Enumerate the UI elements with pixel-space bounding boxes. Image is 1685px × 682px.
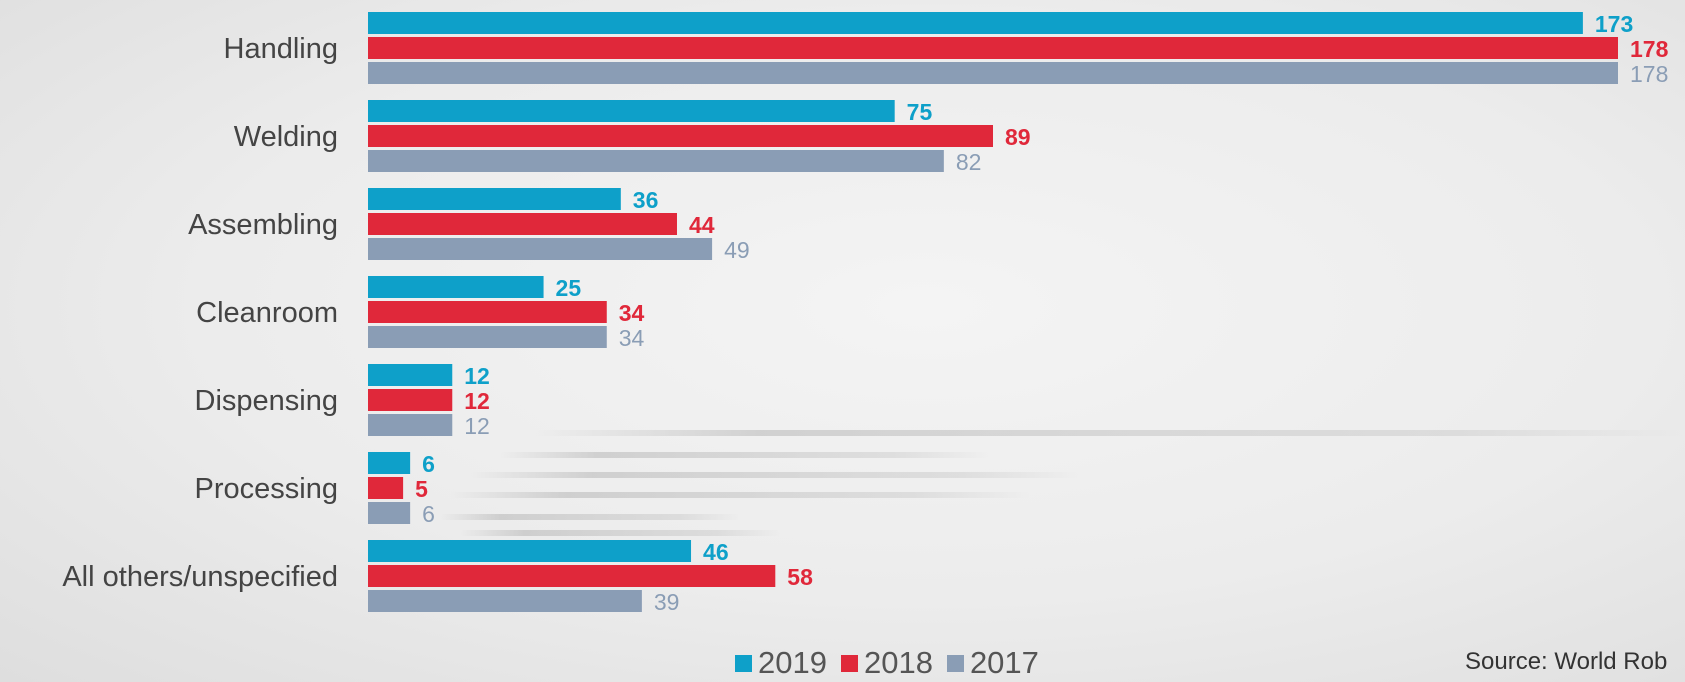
- bar-2019: [368, 276, 544, 298]
- legend-swatch-2017: [946, 654, 964, 672]
- bar-2018: [368, 37, 1618, 59]
- bar-2019: [368, 12, 1583, 34]
- value-label-2017: 12: [464, 413, 490, 439]
- value-label-2017: 49: [724, 237, 750, 263]
- bar-2017: [368, 326, 607, 348]
- category-label: All others/unspecified: [62, 561, 338, 593]
- category-label: Cleanroom: [196, 297, 338, 329]
- value-label-2017: 34: [619, 325, 645, 351]
- bar-2017: [368, 414, 453, 436]
- value-labels: 1731781787589823644492534341212126564658…: [415, 11, 1668, 615]
- value-label-2018: 89: [1005, 124, 1031, 150]
- category-label: Welding: [234, 121, 338, 153]
- category-labels: Handling Welding Assembling Cleanroom Dispen…: [62, 33, 338, 593]
- bar-2019: [368, 452, 411, 474]
- bar-2018: [368, 125, 993, 147]
- legend-item-2019: 2019: [735, 645, 827, 681]
- value-label-2017: 82: [956, 149, 982, 175]
- chart-legend: 2019 2018 2017: [735, 645, 1053, 681]
- bar-2017: [368, 590, 642, 612]
- value-label-2017: 178: [1630, 61, 1668, 87]
- bar-2018: [368, 213, 677, 235]
- value-label-2019: 36: [633, 187, 659, 213]
- bar-2019: [368, 540, 692, 562]
- bar-2017: [368, 502, 411, 524]
- bar-2017: [368, 238, 713, 260]
- value-label-2018: 34: [619, 300, 645, 326]
- category-label: Handling: [224, 33, 338, 65]
- value-label-2017: 39: [654, 589, 680, 615]
- bar-2019: [368, 188, 621, 210]
- value-label-2019: 75: [907, 99, 933, 125]
- category-label: Assembling: [188, 209, 338, 241]
- value-label-2019: 173: [1595, 11, 1633, 37]
- source-note: Source: World Rob: [1465, 648, 1668, 675]
- legend-swatch-2019: [735, 654, 752, 672]
- legend-label-2018: 2018: [863, 645, 933, 680]
- value-label-2018: 58: [787, 564, 813, 590]
- value-label-2018: 178: [1630, 36, 1669, 62]
- value-label-2018: 12: [464, 388, 490, 414]
- value-label-2018: 5: [415, 476, 428, 502]
- legend-label-2019: 2019: [758, 645, 827, 680]
- category-label: Dispensing: [195, 385, 338, 417]
- value-label-2019: 12: [464, 363, 490, 389]
- bars: [368, 12, 1618, 612]
- bar-2017: [368, 150, 944, 172]
- legend-swatch-2018: [840, 654, 858, 672]
- legend-item-2018: 2018: [840, 645, 933, 681]
- bar-2017: [368, 62, 1618, 84]
- bar-2019: [368, 100, 895, 122]
- value-label-2017: 6: [422, 501, 435, 527]
- bar-2018: [368, 389, 453, 411]
- value-label-2019: 6: [422, 451, 435, 477]
- bar-2018: [368, 301, 607, 323]
- legend-item-2017: 2017: [946, 645, 1039, 681]
- category-label: Processing: [195, 473, 338, 505]
- legend-label-2017: 2017: [969, 645, 1039, 680]
- bar-2018: [368, 565, 776, 587]
- bar-2019: [368, 364, 453, 386]
- value-label-2019: 46: [703, 539, 729, 565]
- value-label-2019: 25: [556, 275, 582, 301]
- bar-2018: [368, 477, 404, 499]
- value-label-2018: 44: [689, 212, 715, 238]
